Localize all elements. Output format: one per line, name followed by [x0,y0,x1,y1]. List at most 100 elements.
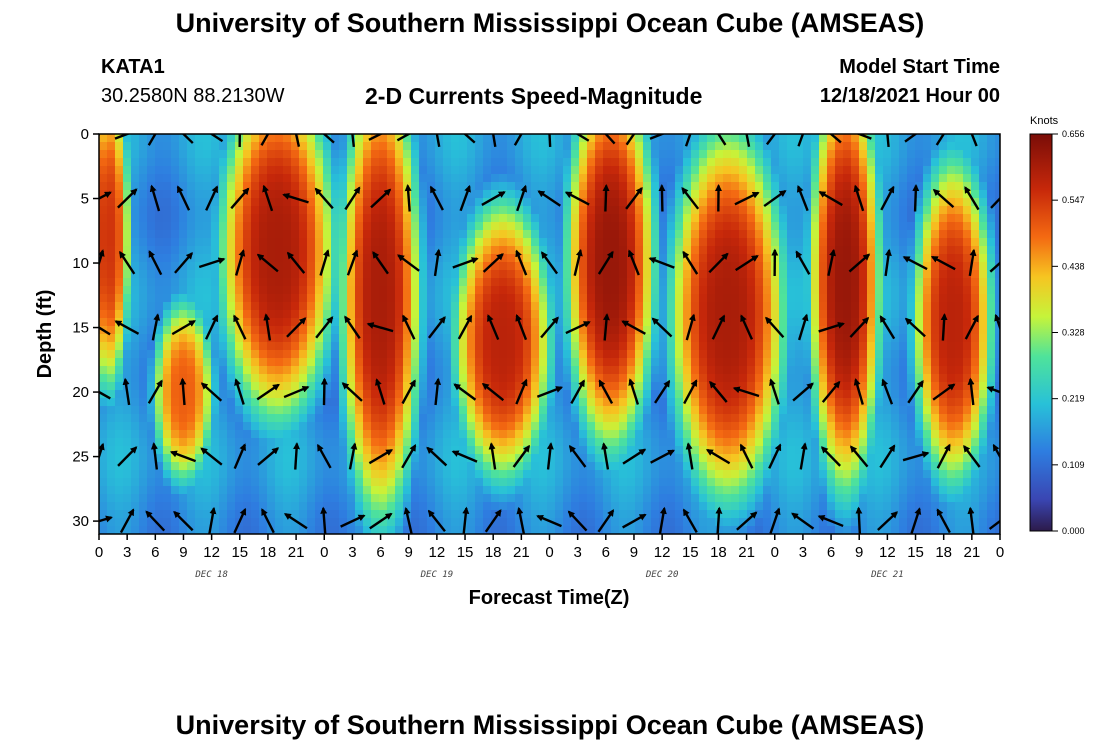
heatmap-cell [779,462,788,471]
heatmap-cell [851,214,860,223]
heatmap-cell [739,302,748,311]
heatmap-cell [739,150,748,159]
heatmap-cell [683,246,692,255]
heatmap-cell [763,430,772,439]
heatmap-cell [843,390,852,399]
heatmap-cell [779,326,788,335]
heatmap-cell [835,494,844,503]
heatmap-cell [547,278,556,287]
heatmap-cell [587,390,596,399]
heatmap-cell [507,134,516,143]
heatmap-cell [243,318,252,327]
heatmap-cell [355,414,364,423]
heatmap-cell [347,278,356,287]
heatmap-cell [835,262,844,271]
heatmap-cell [595,406,604,415]
heatmap-cell [251,246,260,255]
heatmap-cell [475,286,484,295]
heatmap-cell [115,350,124,359]
heatmap-cell [379,510,388,519]
heatmap-cell [155,278,164,287]
heatmap-cell [851,134,860,143]
heatmap-cell [643,478,652,487]
heatmap-cell [355,310,364,319]
heatmap-cell [275,454,284,463]
heatmap-cell [427,310,436,319]
heatmap-cell [619,174,628,183]
heatmap-cell [419,438,428,447]
heatmap-cell [843,486,852,495]
heatmap-cell [275,486,284,495]
heatmap-cell [307,334,316,343]
heatmap-cell [419,342,428,351]
heatmap-cell [475,398,484,407]
heatmap-cell [299,262,308,271]
heatmap-cell [195,486,204,495]
heatmap-cell [139,382,148,391]
heatmap-cell [827,406,836,415]
heatmap-cell [339,246,348,255]
heatmap-cell [115,430,124,439]
heatmap-cell [451,406,460,415]
heatmap-cell [827,150,836,159]
heatmap-cell [715,230,724,239]
heatmap-cell [675,198,684,207]
heatmap-cell [379,182,388,191]
heatmap-cell [291,206,300,215]
heatmap-cell [459,134,468,143]
heatmap-cell [499,422,508,431]
heatmap-cell [619,262,628,271]
heatmap-cell [499,214,508,223]
heatmap-cell [803,342,812,351]
heatmap-cell [683,134,692,143]
heatmap-cell [563,214,572,223]
heatmap-cell [715,406,724,415]
heatmap-cell [867,270,876,279]
heatmap-cell [547,478,556,487]
heatmap-cell [499,374,508,383]
heatmap-cell [243,366,252,375]
heatmap-cell [867,206,876,215]
heatmap-cell [123,326,132,335]
heatmap-cell [243,454,252,463]
heatmap-cell [355,278,364,287]
heatmap-cell [651,190,660,199]
heatmap-cell [379,238,388,247]
heatmap-cell [595,478,604,487]
heatmap-cell [731,518,740,527]
heatmap-cell [603,222,612,231]
heatmap-cell [587,486,596,495]
heatmap-cell [123,374,132,383]
heatmap-cell [283,366,292,375]
heatmap-cell [99,510,108,519]
heatmap-cell [259,494,268,503]
heatmap-cell [323,446,332,455]
heatmap-cell [363,326,372,335]
heatmap-cell [475,198,484,207]
heatmap-cell [579,238,588,247]
heatmap-cell [363,462,372,471]
heatmap-cell [227,510,236,519]
heatmap-cell [755,334,764,343]
heatmap-cell [227,366,236,375]
heatmap-cell [587,438,596,447]
heatmap-cell [211,142,220,151]
heatmap-cell [299,214,308,223]
heatmap-cell [779,350,788,359]
heatmap-cell [851,166,860,175]
station-coordinates: 30.2580N 88.2130W [101,85,285,107]
heatmap-cell [195,358,204,367]
heatmap-cell [659,294,668,303]
heatmap-cell [779,438,788,447]
heatmap-cell [451,366,460,375]
heatmap-cell [755,390,764,399]
heatmap-cell [747,142,756,151]
heatmap-cell [227,174,236,183]
heatmap-cell [195,518,204,527]
heatmap-cell [875,294,884,303]
heatmap-cell [875,206,884,215]
heatmap-cell [587,310,596,319]
heatmap-cell [427,438,436,447]
heatmap-cell [323,182,332,191]
heatmap-cell [291,382,300,391]
